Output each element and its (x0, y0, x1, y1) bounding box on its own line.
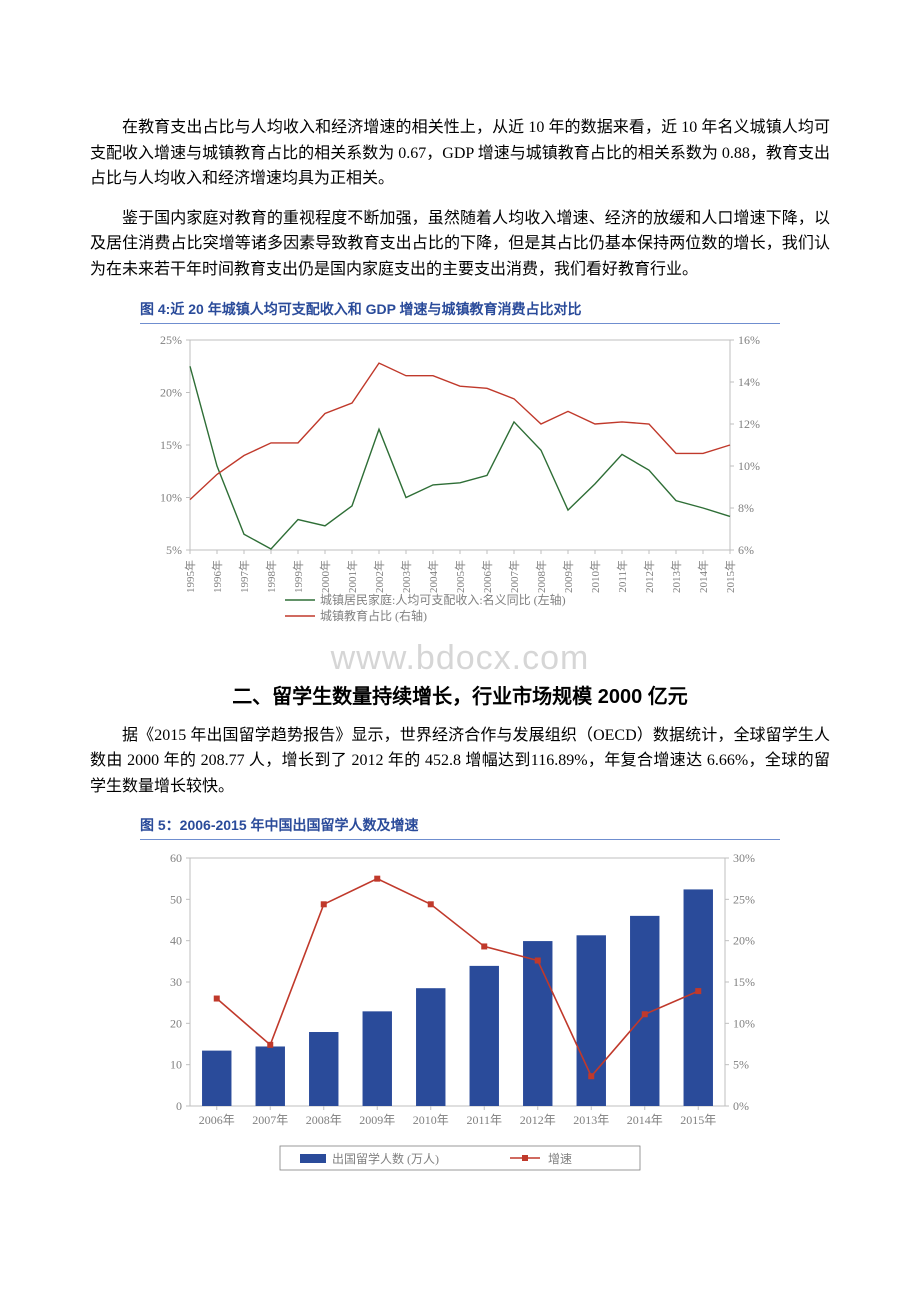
figure-4-chart: 5% 10% 15% 20% 25% 6% 8% 10% 12% 14% 16% 1995年 1996年… (140, 330, 780, 635)
svg-text:2007年: 2007年 (507, 560, 521, 593)
svg-text:2007年: 2007年 (252, 1113, 288, 1127)
svg-text:2005年: 2005年 (453, 560, 467, 593)
svg-text:2004年: 2004年 (426, 560, 440, 593)
svg-text:1998年: 1998年 (264, 560, 278, 593)
svg-text:25%: 25% (160, 333, 182, 347)
svg-text:10%: 10% (738, 459, 760, 473)
svg-text:15%: 15% (160, 438, 182, 452)
svg-text:2006年: 2006年 (480, 560, 494, 593)
svg-text:1996年: 1996年 (210, 560, 224, 593)
svg-text:12%: 12% (738, 417, 760, 431)
svg-text:1999年: 1999年 (291, 560, 305, 593)
svg-text:2008年: 2008年 (534, 560, 548, 593)
svg-text:2013年: 2013年 (669, 560, 683, 593)
svg-text:出国留学人数 (万人): 出国留学人数 (万人) (332, 1151, 439, 1166)
svg-text:25%: 25% (733, 893, 755, 907)
svg-text:1997年: 1997年 (237, 560, 251, 593)
paragraph-3: 据《2015 年出国留学趋势报告》显示，世界经济合作与发展组织（OECD）数据统… (90, 723, 830, 800)
svg-text:2015年: 2015年 (723, 560, 737, 593)
svg-text:14%: 14% (738, 375, 760, 389)
svg-text:2008年: 2008年 (306, 1113, 342, 1127)
paragraph-2: 鉴于国内家庭对教育的重视程度不断加强，虽然随着人均收入增速、经济的放缓和人口增速… (90, 206, 830, 283)
svg-text:2011年: 2011年 (466, 1113, 502, 1127)
svg-text:10%: 10% (733, 1017, 755, 1031)
svg-text:2014年: 2014年 (627, 1113, 663, 1127)
svg-text:30: 30 (170, 975, 182, 989)
svg-text:城镇居民家庭:人均可支配收入:名义同比 (左轴): 城镇居民家庭:人均可支配收入:名义同比 (左轴) (320, 592, 566, 607)
svg-text:城镇教育占比 (右轴): 城镇教育占比 (右轴) (320, 608, 427, 623)
svg-text:50: 50 (170, 893, 182, 907)
svg-text:10%: 10% (160, 490, 182, 504)
figure-5-chart: 0 10 20 30 40 50 60 0% 5% 10% 15% 20% 25% 30% 2006年 200… (140, 846, 780, 1181)
svg-text:0%: 0% (733, 1099, 749, 1113)
svg-text:0: 0 (176, 1099, 182, 1113)
svg-text:60: 60 (170, 851, 182, 865)
svg-text:2011年: 2011年 (615, 560, 629, 593)
svg-text:2009年: 2009年 (561, 560, 575, 593)
svg-text:40: 40 (170, 934, 182, 948)
svg-text:16%: 16% (738, 333, 760, 347)
svg-text:1995年: 1995年 (183, 560, 197, 593)
svg-text:5%: 5% (733, 1058, 749, 1072)
svg-text:2006年: 2006年 (199, 1113, 235, 1127)
section-2-title: 二、留学生数量持续增长，行业市场规模 2000 亿元 (90, 680, 830, 709)
svg-text:2003年: 2003年 (399, 560, 413, 593)
svg-text:6%: 6% (738, 543, 754, 557)
svg-text:30%: 30% (733, 851, 755, 865)
svg-text:2002年: 2002年 (372, 560, 386, 593)
svg-text:2000年: 2000年 (318, 560, 332, 593)
svg-text:2014年: 2014年 (696, 560, 710, 593)
svg-text:2012年: 2012年 (520, 1113, 556, 1127)
svg-text:2010年: 2010年 (413, 1113, 449, 1127)
svg-text:2012年: 2012年 (642, 560, 656, 593)
svg-text:8%: 8% (738, 501, 754, 515)
figure-5-title: 图 5：2006-2015 年中国出国留学人数及增速 (140, 813, 780, 840)
svg-text:20%: 20% (733, 934, 755, 948)
svg-text:增速: 增速 (548, 1152, 572, 1166)
figure-4-title: 图 4:近 20 年城镇人均可支配收入和 GDP 增速与城镇教育消费占比对比 (140, 297, 780, 324)
svg-text:2010年: 2010年 (588, 560, 602, 593)
svg-text:2013年: 2013年 (573, 1113, 609, 1127)
svg-text:20: 20 (170, 1017, 182, 1031)
watermark-text: www.bdocx.com (90, 639, 830, 678)
svg-text:2015年: 2015年 (680, 1113, 716, 1127)
svg-text:2001年: 2001年 (345, 560, 359, 593)
svg-text:20%: 20% (160, 385, 182, 399)
paragraph-1: 在教育支出占比与人均收入和经济增速的相关性上，从近 10 年的数据来看，近 10… (90, 115, 830, 192)
svg-text:2009年: 2009年 (359, 1113, 395, 1127)
svg-text:10: 10 (170, 1058, 182, 1072)
svg-text:5%: 5% (166, 543, 182, 557)
svg-text:15%: 15% (733, 975, 755, 989)
